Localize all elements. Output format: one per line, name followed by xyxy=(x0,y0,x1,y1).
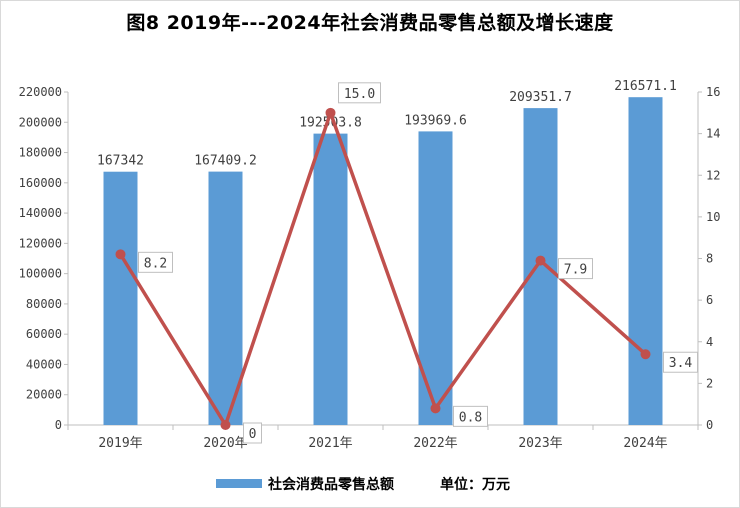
line-data-label: 3.4 xyxy=(669,356,693,371)
growth-point xyxy=(640,349,651,360)
x-tick-label: 2019年 xyxy=(98,436,142,451)
chart-title: 图8 2019年---2024年社会消费品零售总额及增长速度 xyxy=(126,12,614,34)
line-label-box xyxy=(663,351,698,373)
y-left-tick-label: 60000 xyxy=(26,327,62,341)
bar-data-label: 167342 xyxy=(97,154,144,169)
bar-data-label: 216571.1 xyxy=(614,79,677,94)
y-left-tick-label: 80000 xyxy=(26,297,62,311)
line-label-box xyxy=(558,258,593,280)
y-left-tick-label: 220000 xyxy=(19,85,62,99)
bar xyxy=(418,131,453,425)
legend: 社会消费品零售总额 单位：万元 xyxy=(0,474,740,496)
bar-data-label: 192503.8 xyxy=(299,116,362,131)
y-right-tick-label: 8 xyxy=(706,252,713,266)
line-data-label: 8.2 xyxy=(144,256,167,271)
bar xyxy=(628,97,663,425)
line-data-label: 15.0 xyxy=(344,87,375,102)
bar xyxy=(313,133,348,425)
y-right-tick-label: 14 xyxy=(706,127,720,141)
bar-data-label: 209351.7 xyxy=(509,90,572,105)
y-left-tick-label: 160000 xyxy=(19,176,62,190)
bar-data-label: 167409.2 xyxy=(194,154,257,169)
y-right-tick-label: 12 xyxy=(706,168,720,182)
y-left-tick-label: 200000 xyxy=(19,115,62,129)
x-tick-label: 2022年 xyxy=(413,436,457,451)
x-tick-label: 2023年 xyxy=(518,436,562,451)
line-label-box xyxy=(453,405,488,427)
y-right-tick-label: 10 xyxy=(706,210,720,224)
line-data-label: 7.9 xyxy=(564,263,587,278)
line-data-label: 0 xyxy=(249,427,257,442)
growth-point xyxy=(115,249,126,260)
legend-swatch xyxy=(216,479,262,488)
growth-point xyxy=(325,107,336,118)
line-label-box xyxy=(338,82,381,104)
x-tick-label: 2021年 xyxy=(308,436,352,451)
y-right-tick-label: 6 xyxy=(706,293,713,307)
bar xyxy=(103,171,138,425)
line-label-box xyxy=(138,251,173,273)
y-left-tick-label: 140000 xyxy=(19,206,62,220)
y-right-tick-label: 0 xyxy=(706,418,713,432)
y-left-tick-label: 40000 xyxy=(26,357,62,371)
y-left-tick-label: 120000 xyxy=(19,236,62,250)
line-data-label: 0.8 xyxy=(459,410,482,425)
y-right-tick-label: 16 xyxy=(706,85,720,99)
bar-data-label: 193969.6 xyxy=(404,113,467,128)
y-left-tick-label: 0 xyxy=(55,418,62,432)
legend-label: 社会消费品零售总额 xyxy=(268,477,394,493)
bar xyxy=(208,171,243,425)
y-left-tick-label: 100000 xyxy=(19,267,62,281)
y-right-tick-label: 4 xyxy=(706,335,713,349)
growth-point xyxy=(220,420,231,430)
x-tick-label: 2024年 xyxy=(623,436,667,451)
bar xyxy=(523,108,558,426)
y-left-tick-label: 180000 xyxy=(19,146,62,160)
y-left-tick-label: 20000 xyxy=(26,388,62,402)
growth-point xyxy=(535,255,546,266)
line-label-box xyxy=(243,422,262,444)
chart-plot: 0 20000 40000 60000 80000 100000 120000 140000 1… xyxy=(19,79,721,451)
unit-label: 单位：万元 xyxy=(440,477,510,493)
x-tick-label: 2020年 xyxy=(203,436,247,451)
growth-point xyxy=(430,403,441,414)
y-right-tick-label: 2 xyxy=(706,376,713,390)
